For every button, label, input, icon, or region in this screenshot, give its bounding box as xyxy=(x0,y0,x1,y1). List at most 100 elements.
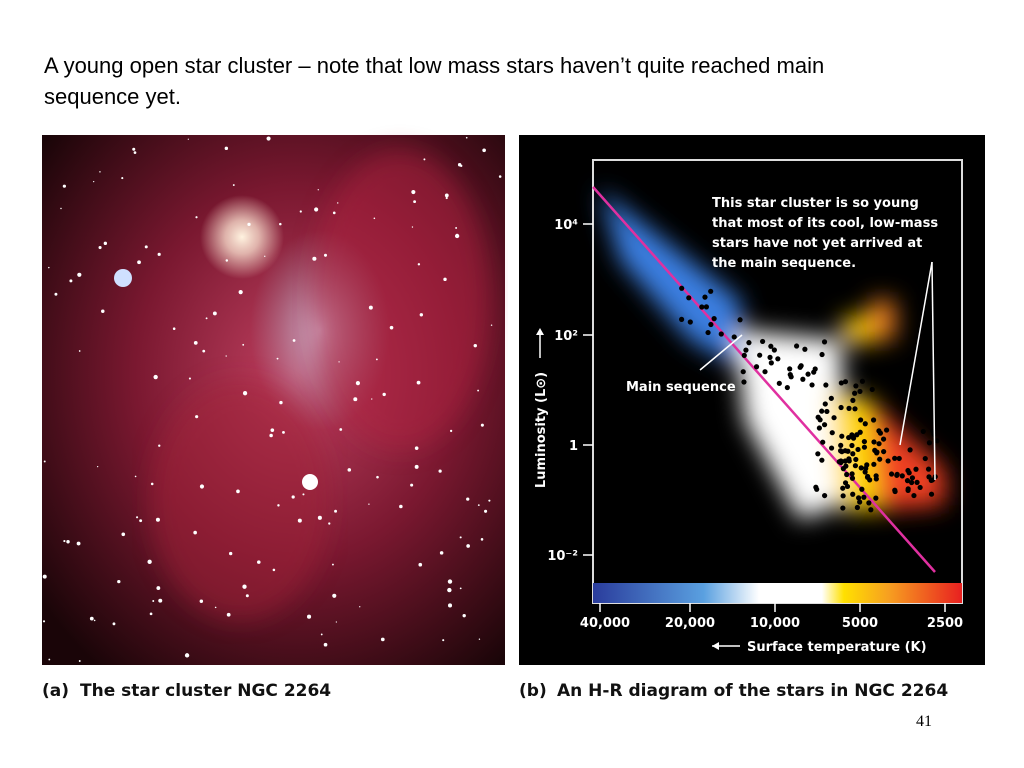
star-dot xyxy=(740,369,746,375)
star-dot xyxy=(870,417,877,423)
star-dot xyxy=(868,507,874,513)
star xyxy=(443,277,447,282)
star-dot xyxy=(852,390,858,396)
star-dot xyxy=(888,471,895,477)
star xyxy=(466,544,470,548)
star xyxy=(199,599,204,604)
star xyxy=(457,163,462,167)
star-dot xyxy=(737,317,743,323)
star-dot xyxy=(905,467,911,474)
star-dot xyxy=(787,372,793,378)
star-dot xyxy=(702,294,708,300)
star-dot xyxy=(798,363,804,369)
star-dot xyxy=(852,406,858,412)
star xyxy=(54,292,58,296)
star xyxy=(121,177,124,180)
star-dot xyxy=(812,366,818,372)
star xyxy=(149,612,153,616)
star-dot xyxy=(840,466,846,472)
star xyxy=(382,392,386,397)
star-dot xyxy=(873,476,879,482)
star xyxy=(447,587,452,593)
star-dot xyxy=(819,351,825,358)
star xyxy=(224,146,229,151)
star-dot xyxy=(819,457,825,463)
y-tick-label: 10⁴ xyxy=(554,218,578,233)
star xyxy=(376,475,379,479)
x-tick-label: 20,000 xyxy=(665,616,715,631)
annotation-line: that most of its cool, low-mass xyxy=(712,216,938,231)
star xyxy=(242,343,245,346)
star-dot xyxy=(771,347,777,353)
star-dot xyxy=(838,442,844,448)
star xyxy=(193,530,197,535)
star-dot xyxy=(850,451,856,457)
star xyxy=(112,622,116,626)
star xyxy=(371,398,373,400)
star-dot xyxy=(909,475,916,481)
star-dot xyxy=(855,446,861,453)
star-dot xyxy=(846,434,852,441)
annotation-line: This star cluster is so young xyxy=(712,196,919,211)
star-dot xyxy=(854,504,860,511)
star xyxy=(414,446,419,450)
star-dot xyxy=(862,421,868,427)
star xyxy=(447,579,453,584)
star-dot xyxy=(815,414,821,420)
star-dot xyxy=(741,352,747,358)
star xyxy=(153,374,158,380)
star xyxy=(302,493,305,496)
star xyxy=(93,619,96,622)
star xyxy=(157,252,161,256)
star-dot xyxy=(849,471,855,477)
star xyxy=(60,207,62,210)
star xyxy=(347,468,352,472)
star xyxy=(334,509,338,513)
star xyxy=(150,482,154,486)
star-dot xyxy=(880,436,887,442)
star-dot xyxy=(865,473,871,480)
star xyxy=(478,638,481,640)
star-dot xyxy=(746,340,752,346)
star-dot xyxy=(894,471,900,478)
star xyxy=(276,357,279,360)
star xyxy=(236,489,240,494)
star-dot xyxy=(838,404,844,411)
star-dot xyxy=(828,445,835,451)
star xyxy=(277,504,280,507)
star-dot xyxy=(917,484,923,491)
star xyxy=(482,148,486,153)
star xyxy=(355,381,360,386)
x-tick-label: 10,000 xyxy=(750,616,800,631)
star-dot xyxy=(861,444,868,450)
star xyxy=(323,642,328,647)
star xyxy=(63,539,66,543)
star-dot xyxy=(858,465,864,471)
star-dot xyxy=(802,346,808,352)
star-dot xyxy=(852,463,859,469)
x-tick-label: 5000 xyxy=(842,616,878,631)
caption: The star cluster NGC 2264 xyxy=(80,681,331,701)
star xyxy=(242,391,248,396)
star xyxy=(139,519,143,523)
star-dot xyxy=(846,405,852,411)
star-dot xyxy=(787,366,793,372)
star xyxy=(455,227,458,229)
star-dot xyxy=(850,397,856,403)
star xyxy=(195,216,198,219)
star-dot xyxy=(831,415,837,421)
star-dot xyxy=(849,475,856,481)
star xyxy=(323,253,328,257)
star-dot xyxy=(823,382,829,388)
star xyxy=(117,579,121,584)
star xyxy=(156,586,161,590)
star xyxy=(368,503,370,505)
star-dot xyxy=(908,479,915,486)
star xyxy=(232,184,235,187)
star xyxy=(339,428,343,431)
star-dot xyxy=(926,474,932,480)
star xyxy=(155,517,160,522)
star xyxy=(187,138,189,140)
star-dot xyxy=(741,379,747,385)
star xyxy=(225,355,227,357)
